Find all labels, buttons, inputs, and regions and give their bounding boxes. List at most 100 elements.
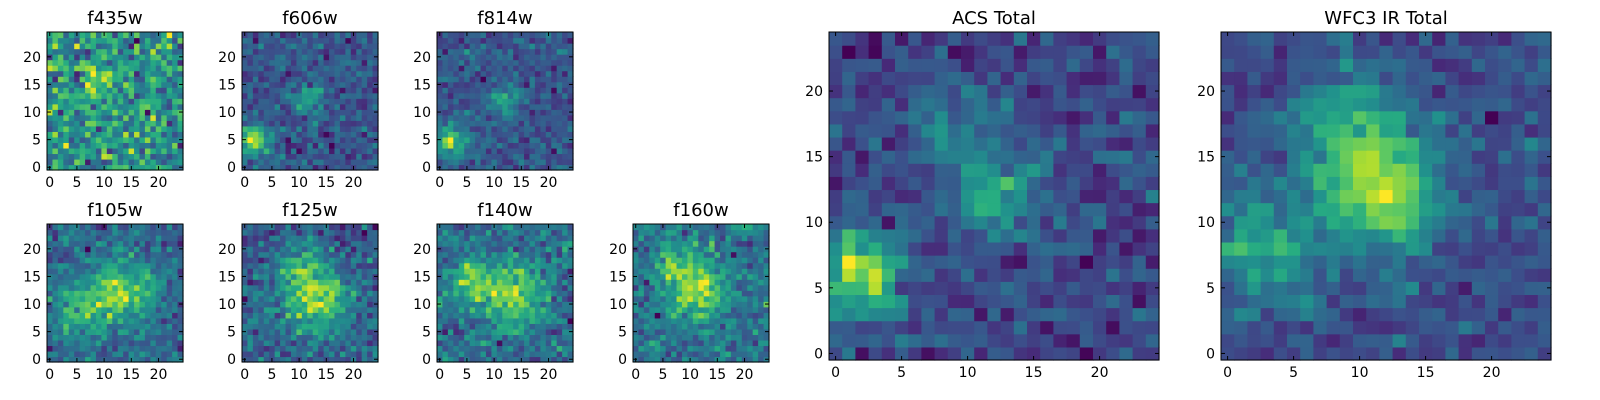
heatmap-cell — [307, 147, 314, 155]
heatmap-cell — [350, 262, 357, 269]
heatmap-cell — [464, 262, 471, 269]
heatmap-cell — [350, 235, 357, 242]
heatmap-cell — [334, 312, 341, 319]
heatmap-cell — [52, 328, 59, 335]
heatmap-cell — [134, 114, 141, 121]
heatmap-cell — [269, 257, 276, 264]
heatmap-cell — [247, 98, 254, 105]
heatmap-cell — [442, 153, 449, 160]
heatmap-cell — [475, 142, 482, 149]
heatmap-cell — [714, 323, 721, 330]
heatmap-cell — [961, 189, 975, 204]
heatmap-cell — [829, 307, 843, 322]
heatmap-cell — [334, 70, 341, 77]
heatmap-cell — [442, 48, 449, 55]
heatmap-cell — [134, 312, 141, 319]
heatmap-cell — [502, 164, 509, 171]
heatmap-cell — [345, 59, 352, 66]
heatmap-cell — [502, 158, 509, 166]
heatmap-cell — [323, 240, 330, 247]
heatmap-cell — [68, 295, 75, 302]
heatmap-cell — [921, 176, 936, 191]
heatmap-cell — [269, 59, 276, 66]
heatmap-cell — [842, 150, 856, 164]
heatmap-cell — [74, 312, 81, 319]
heatmap-cell — [101, 103, 108, 110]
heatmap-cell — [671, 317, 678, 324]
heatmap-cell — [252, 268, 259, 275]
heatmap-cell — [290, 32, 297, 39]
heatmap-cell — [307, 295, 314, 302]
heatmap-cell — [464, 125, 471, 132]
heatmap-cell — [649, 284, 656, 291]
x-tick-label: 20 — [540, 175, 558, 191]
heatmap-cell — [633, 251, 640, 258]
heatmap-cell — [161, 32, 168, 39]
heatmap-cell — [280, 59, 287, 66]
heatmap-cell — [263, 70, 270, 77]
heatmap-cell — [518, 268, 525, 275]
heatmap-cell — [79, 290, 86, 297]
heatmap-cell — [150, 229, 157, 236]
heatmap-cell — [720, 323, 727, 330]
heatmap-cell — [52, 109, 59, 116]
heatmap-cell — [545, 131, 552, 138]
heatmap-cell — [643, 339, 650, 347]
heatmap-cell — [361, 120, 368, 127]
heatmap-cell — [475, 48, 482, 55]
heatmap-cell — [79, 240, 86, 247]
heatmap-cell — [681, 279, 688, 286]
panel-title: f140w — [477, 200, 532, 221]
heatmap-cell — [458, 350, 465, 358]
heatmap-cell — [829, 346, 843, 361]
heatmap-cell — [280, 262, 287, 269]
heatmap-cell — [442, 158, 449, 166]
heatmap-cell — [534, 262, 541, 269]
heatmap-cell — [730, 268, 737, 275]
heatmap-cell — [556, 70, 563, 77]
heatmap-cell — [85, 142, 92, 149]
heatmap-cell — [649, 251, 656, 258]
heatmap-cell — [285, 273, 292, 280]
heatmap-cell — [437, 345, 444, 352]
heatmap-cell — [681, 328, 688, 335]
heatmap-cell — [698, 273, 705, 280]
heatmap-cell — [68, 153, 75, 160]
heatmap-cell — [117, 229, 124, 236]
heatmap-cell — [361, 131, 368, 138]
heatmap-cell — [79, 257, 86, 264]
heatmap-cell — [987, 255, 1002, 269]
heatmap-cell — [464, 290, 471, 297]
heatmap-cell — [177, 268, 184, 275]
heatmap-cell — [95, 339, 102, 347]
heatmap-cell — [540, 328, 547, 335]
heatmap-cell — [329, 273, 336, 280]
heatmap-cell — [90, 345, 97, 352]
heatmap-cell — [252, 350, 259, 358]
heatmap-cell — [161, 328, 168, 335]
heatmap-cell — [437, 334, 444, 341]
heatmap-cell — [665, 235, 672, 242]
heatmap-cell — [139, 65, 146, 72]
heatmap-cell — [730, 339, 737, 347]
heatmap-cell — [567, 317, 574, 324]
heatmap-cell — [79, 235, 86, 242]
heatmap-cell — [524, 345, 531, 352]
heatmap-cell — [269, 262, 276, 269]
heatmap-cell — [350, 279, 357, 286]
heatmap-cell — [247, 246, 254, 253]
heatmap-cell — [556, 279, 563, 286]
heatmap-cell — [545, 268, 552, 275]
heatmap-cell — [453, 328, 460, 335]
heatmap-cell — [703, 262, 710, 269]
heatmap-cell — [334, 120, 341, 127]
heatmap-cell — [665, 268, 672, 275]
heatmap-cell — [540, 65, 547, 72]
heatmap-cell — [464, 284, 471, 291]
heatmap-cell — [155, 59, 162, 66]
heatmap-cell — [47, 251, 54, 258]
heatmap-cell — [638, 251, 645, 258]
heatmap-cell — [1013, 241, 1028, 256]
heatmap-cell — [269, 37, 276, 44]
heatmap-cell — [676, 240, 683, 247]
